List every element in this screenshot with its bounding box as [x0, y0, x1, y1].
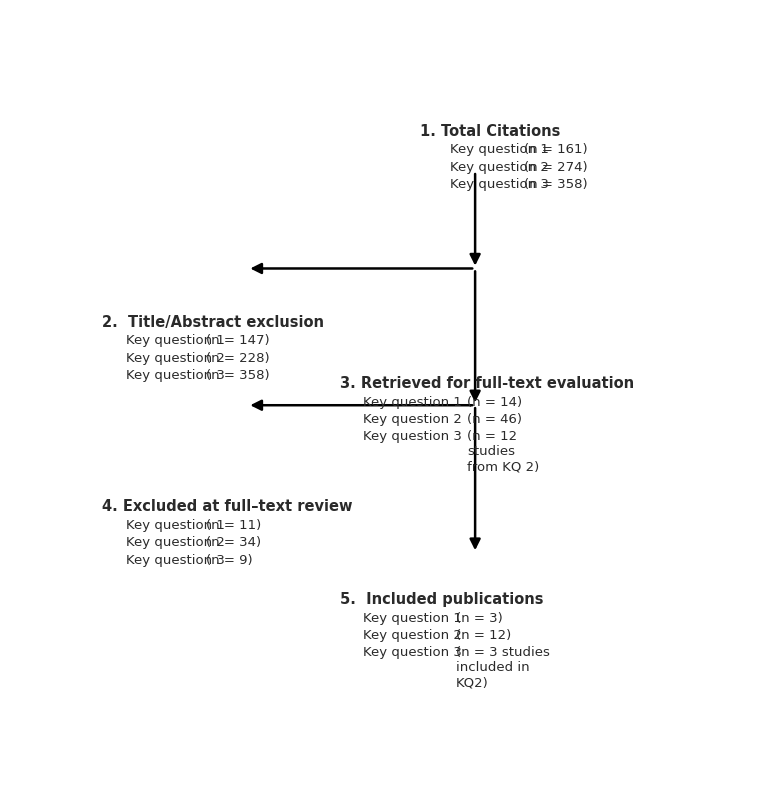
Text: Key question 2: Key question 2: [449, 161, 548, 174]
Text: (n = 12): (n = 12): [456, 629, 511, 642]
Text: (n = 14): (n = 14): [467, 396, 522, 409]
Text: (n = 3): (n = 3): [456, 611, 502, 625]
Text: 2.  Title/Abstract exclusion: 2. Title/Abstract exclusion: [102, 314, 324, 330]
Text: (n = 161): (n = 161): [524, 143, 588, 157]
Text: (n = 34): (n = 34): [206, 537, 261, 550]
Text: (n = 9): (n = 9): [206, 554, 252, 566]
Text: 4. Excluded at full–text review: 4. Excluded at full–text review: [102, 499, 352, 514]
Text: Key question 1: Key question 1: [364, 611, 463, 625]
Text: Key question 3: Key question 3: [364, 430, 463, 443]
Text: (n = 46): (n = 46): [467, 414, 522, 426]
Text: (n = 358): (n = 358): [524, 178, 588, 191]
Text: Key question 2: Key question 2: [364, 629, 463, 642]
Text: Key question 2: Key question 2: [364, 414, 463, 426]
Text: 3. Retrieved for full-text evaluation: 3. Retrieved for full-text evaluation: [340, 376, 634, 391]
Text: (n = 147): (n = 147): [206, 334, 269, 347]
Text: (n = 11): (n = 11): [206, 519, 261, 532]
Text: Key question 2: Key question 2: [126, 352, 225, 365]
Text: Key question 3: Key question 3: [364, 646, 463, 659]
Text: 1. Total Citations: 1. Total Citations: [420, 124, 560, 138]
Text: Key question 1: Key question 1: [126, 519, 225, 532]
Text: (n = 358): (n = 358): [206, 369, 269, 382]
Text: (n = 274): (n = 274): [524, 161, 588, 174]
Text: Key question 1: Key question 1: [449, 143, 548, 157]
Text: (n = 3 studies
included in
KQ2): (n = 3 studies included in KQ2): [456, 646, 549, 689]
Text: Key question 1: Key question 1: [126, 334, 225, 347]
Text: Key question 3: Key question 3: [126, 369, 225, 382]
Text: (n = 228): (n = 228): [206, 352, 269, 365]
Text: Key question 3: Key question 3: [126, 554, 225, 566]
Text: (n = 12
studies
from KQ 2): (n = 12 studies from KQ 2): [467, 430, 540, 474]
Text: Key question 3: Key question 3: [449, 178, 548, 191]
Text: Key question 1: Key question 1: [364, 396, 463, 409]
Text: 5.  Included publications: 5. Included publications: [340, 592, 543, 607]
Text: Key question 2: Key question 2: [126, 537, 225, 550]
